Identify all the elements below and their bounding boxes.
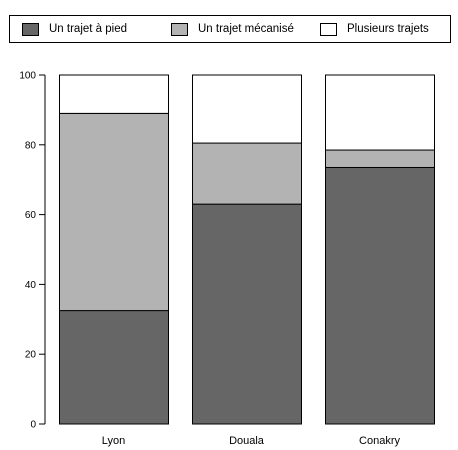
bar-douala-segment-1 <box>192 142 302 205</box>
y-tick-label-3: 60 <box>25 210 37 221</box>
legend-item-2: Plusieurs trajets <box>320 21 429 37</box>
x-tick-label-2: Conakry <box>359 435 400 447</box>
bar-conakry-segment-2 <box>325 74 435 151</box>
bar-douala-segment-2 <box>192 74 302 144</box>
bar-lyon-segment-0 <box>59 310 169 425</box>
x-tick-label-1: Douala <box>229 435 265 447</box>
legend-label-1: Un trajet mécanisé <box>198 23 294 35</box>
bar-conakry-segment-0 <box>325 166 435 425</box>
bars <box>59 74 435 425</box>
bar-douala-segment-0 <box>192 203 302 425</box>
x-tick-label-0: Lyon <box>102 435 125 447</box>
y-tick-label-1: 20 <box>25 350 37 361</box>
y-tick-label-4: 80 <box>25 140 37 151</box>
y-tick-label-0: 0 <box>30 420 36 431</box>
chart-legend: Un trajet à pied Un trajet mécanisé Plus… <box>9 15 451 43</box>
legend-swatch-1 <box>171 22 188 36</box>
legend-swatch-2 <box>320 22 337 36</box>
bar-lyon-segment-1 <box>59 112 169 312</box>
bar-conakry-segment-1 <box>325 149 435 168</box>
legend-label-2: Plusieurs trajets <box>347 23 429 35</box>
y-axis: 0 20 40 60 80 100 <box>19 71 46 431</box>
bar-lyon-segment-2 <box>59 74 169 114</box>
y-tick-label-2: 40 <box>25 280 37 291</box>
x-axis-labels: Lyon Douala Conakry <box>102 435 401 447</box>
legend-item-0: Un trajet à pied <box>22 21 127 37</box>
legend-label-0: Un trajet à pied <box>49 23 127 35</box>
y-tick-label-5: 100 <box>19 71 36 82</box>
legend-swatch-0 <box>22 22 39 36</box>
legend-item-1: Un trajet mécanisé <box>171 21 294 37</box>
